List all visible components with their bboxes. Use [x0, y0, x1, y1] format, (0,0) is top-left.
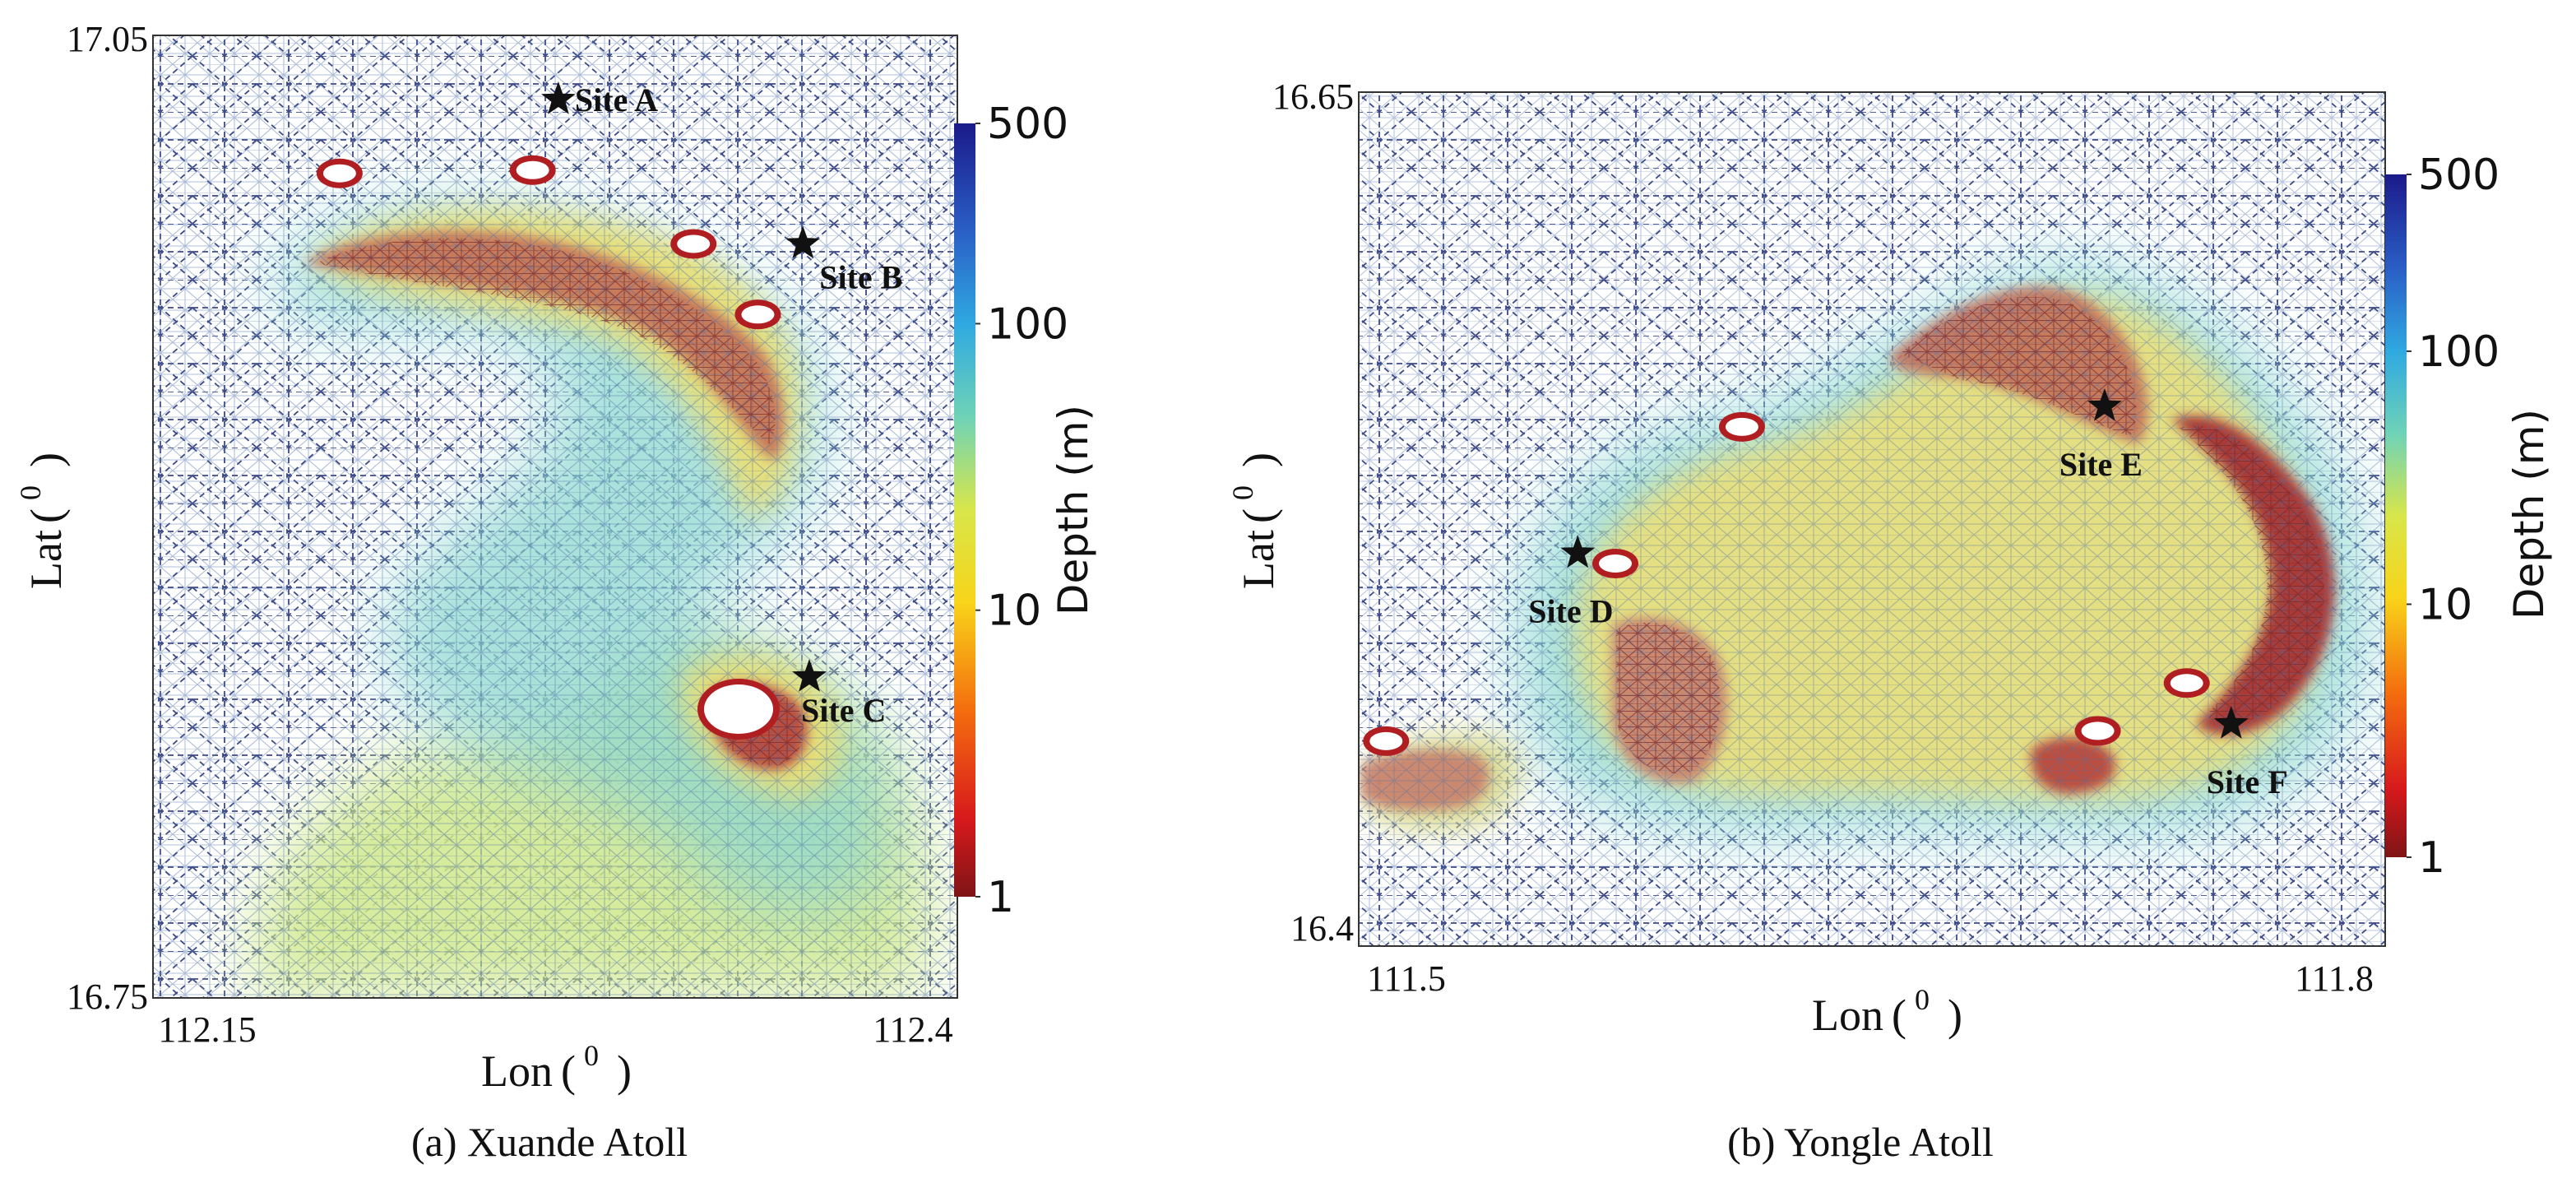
- colorbar-tick-label: 100: [987, 299, 1068, 349]
- site-star-icon: [785, 225, 821, 259]
- panel-a-colorbar: 500 100 10 1 Depth (m): [954, 100, 1097, 922]
- panel-a-y-paren-open: (: [21, 508, 71, 523]
- island-land: [741, 305, 775, 324]
- panel-b: Site D Site E Site F 16.65 16.4 111.5 111.…: [1226, 77, 2553, 1165]
- panel-a-fine-mesh: [153, 35, 957, 998]
- panel-b-sites: Site D Site E Site F: [1528, 388, 2288, 800]
- island-land: [2081, 721, 2115, 740]
- panel-a-colorbar-ticks: 500 100 10 1: [975, 100, 1068, 922]
- colorbar-tick-label: 100: [2418, 327, 2500, 377]
- site-label: Site B: [819, 259, 902, 296]
- panel-a-x-tick-left: 112.15: [158, 1009, 256, 1050]
- panel-a-x-unit: 0: [584, 1039, 599, 1072]
- panel-b-x-tick-right: 111.8: [2295, 958, 2374, 999]
- colorbar-tick-label: 1: [987, 873, 1014, 922]
- panel-a-x-tick-right: 112.4: [873, 1009, 952, 1050]
- colorbar-tick-label: 500: [2418, 151, 2500, 200]
- panel-a-sites: Site A Site B Site C: [541, 81, 902, 729]
- panel-a-islands: [316, 155, 781, 740]
- island-land: [677, 234, 711, 253]
- site-star-icon: [541, 81, 576, 114]
- site-star-icon: [1560, 535, 1596, 568]
- panel-a-x-axis-label: Lon ( 0 ): [481, 1039, 632, 1096]
- panel-b-caption: (b) Yongle Atoll: [1727, 1119, 1994, 1165]
- panel-b-y-axis-label: Lat ( 0 ): [1226, 452, 1283, 589]
- site-label: Site F: [2207, 763, 2288, 800]
- panel-b-y-paren-open: (: [1234, 508, 1283, 523]
- panel-b-y-paren-close: ): [1234, 452, 1283, 467]
- colorbar-tick-label: 1: [2418, 833, 2445, 883]
- panel-a-y-unit: 0: [14, 485, 47, 500]
- panel-a-colorbar-label: Depth (m): [1049, 405, 1097, 615]
- panel-b-colorbar-gradient: [2385, 174, 2407, 857]
- site-label: Site E: [2059, 446, 2143, 483]
- colorbar-tick-label: 10: [987, 587, 1041, 636]
- panel-b-plot-area: Site D Site E Site F: [1359, 92, 2385, 946]
- island-land: [2170, 674, 2203, 693]
- panel-a-x-label: Lon: [481, 1046, 553, 1096]
- panel-a-x-paren-open: (: [561, 1046, 576, 1096]
- colorbar-tick-label: 500: [987, 100, 1068, 149]
- island-land: [322, 164, 356, 183]
- panel-a-y-label: Lat: [21, 530, 71, 589]
- panel-a-y-tick-bottom: 16.75: [67, 977, 148, 1017]
- panel-a-y-paren-close: ): [21, 452, 71, 467]
- island-land: [1369, 731, 1403, 750]
- colorbar-tick-label: 10: [2418, 580, 2472, 629]
- panel-a-x-paren-close: ): [617, 1046, 632, 1096]
- panel-b-y-tick-bottom: 16.4: [1290, 908, 1354, 949]
- island-land: [1599, 554, 1632, 573]
- site-label: Site A: [575, 81, 658, 118]
- panel-a-y-tick-top: 17.05: [67, 19, 148, 59]
- panel-b-y-label: Lat: [1234, 530, 1283, 589]
- site-label: Site C: [801, 692, 886, 729]
- panel-b-y-tick-top: 16.65: [1272, 77, 1354, 117]
- panel-b-colorbar-label: Depth (m): [2505, 409, 2553, 619]
- island-land: [703, 684, 773, 734]
- island-land: [516, 160, 549, 179]
- panel-b-islands: [1363, 411, 2210, 756]
- panel-b-x-unit: 0: [1915, 983, 1930, 1016]
- panel-b-colorbar-ticks: 500 100 10 1: [2407, 151, 2500, 883]
- panel-a-caption: (a) Xuande Atoll: [411, 1119, 688, 1165]
- site-star-icon: [2087, 388, 2122, 421]
- panel-b-x-tick-left: 111.5: [1367, 958, 1446, 999]
- panel-b-y-unit: 0: [1226, 485, 1259, 500]
- panel-b-x-axis-label: Lon ( 0 ): [1812, 983, 1962, 1040]
- panel-b-fine-mesh: [1359, 92, 2385, 946]
- panel-b-x-label: Lon: [1812, 991, 1883, 1040]
- panel-a-y-axis-label: Lat ( 0 ): [14, 452, 71, 589]
- panel-b-x-paren-close: ): [1948, 991, 1962, 1040]
- panel-a-plot-area: Site A Site B Site C: [153, 35, 957, 998]
- site-star-icon: [2213, 706, 2249, 739]
- panel-b-x-paren-open: (: [1892, 991, 1907, 1040]
- panel-a-colorbar-gradient: [954, 123, 975, 897]
- panel-b-reef: [1616, 296, 2324, 774]
- site-star-icon: [792, 659, 827, 692]
- island-land: [1725, 417, 1758, 436]
- site-label: Site D: [1528, 593, 1613, 630]
- panel-b-colorbar: 500 100 10 1 Depth (m): [2385, 151, 2553, 883]
